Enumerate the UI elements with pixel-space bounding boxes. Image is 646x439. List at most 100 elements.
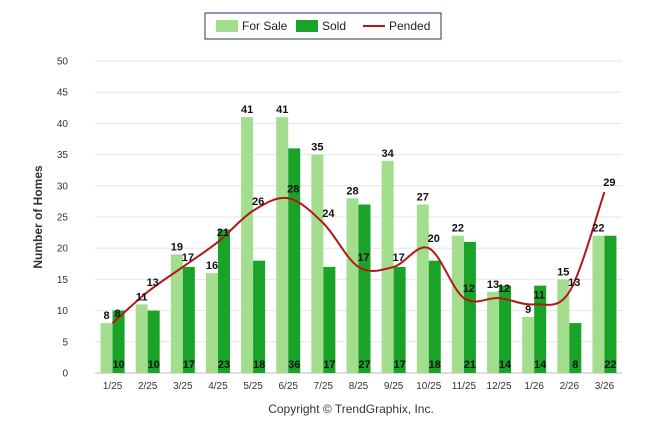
label-for-sale: 35: [311, 142, 323, 154]
legend: For Sale Sold Pended: [204, 12, 442, 40]
y-tick-label: 10: [57, 306, 69, 317]
y-tick-label: 5: [62, 337, 68, 348]
bar-for-sale: [276, 117, 289, 373]
x-tick-label: 2/26: [560, 381, 580, 392]
label-sold: 36: [288, 359, 300, 371]
label-sold: 17: [323, 359, 335, 371]
x-tick-label: 1/25: [103, 381, 123, 392]
x-tick-label: 6/25: [278, 381, 298, 392]
bar-for-sale: [522, 316, 535, 373]
bar-sold: [428, 260, 441, 373]
x-tick-label: 8/25: [349, 381, 369, 392]
y-tick-label: 40: [57, 119, 69, 130]
bar-for-sale: [135, 304, 148, 373]
bar-sold: [323, 266, 336, 373]
bar-sold: [182, 266, 195, 373]
label-sold: 14: [499, 359, 512, 371]
legend-swatch: [296, 20, 318, 32]
bar-sold: [253, 260, 266, 373]
label-sold: 10: [148, 359, 160, 371]
label-for-sale: 27: [417, 192, 429, 204]
bar-for-sale: [170, 254, 183, 373]
label-for-sale: 13: [487, 279, 499, 291]
pended-line: [111, 191, 606, 324]
bar-for-sale: [592, 235, 605, 373]
copyright-credit: Copyright © TrendGraphix, Inc.: [268, 402, 434, 416]
bar-for-sale: [241, 117, 254, 373]
y-tick-label: 25: [57, 213, 69, 224]
label-pended: 12: [463, 283, 475, 295]
label-pended: 26: [252, 196, 264, 208]
label-pended: 13: [568, 277, 580, 289]
label-for-sale: 19: [171, 241, 183, 253]
data-labels: 8108111013191717162321411826413628351724…: [104, 104, 617, 371]
label-sold: 27: [358, 359, 370, 371]
label-sold: 8: [572, 359, 578, 371]
label-for-sale: 11: [136, 291, 148, 303]
bar-sold: [604, 235, 617, 373]
label-for-sale: 41: [276, 104, 288, 116]
x-tick-label: 7/25: [314, 381, 334, 392]
label-sold: 14: [534, 359, 547, 371]
label-for-sale: 22: [452, 223, 464, 235]
bar-for-sale: [346, 198, 359, 373]
bar-for-sale: [100, 323, 113, 373]
x-tick-label: 10/25: [416, 381, 441, 392]
label-pended: 17: [393, 252, 405, 264]
legend-box: [204, 12, 442, 40]
y-tick-label: 0: [62, 369, 68, 380]
bar-sold: [393, 266, 406, 373]
bar-sold: [534, 285, 547, 373]
label-sold: 22: [604, 359, 616, 371]
x-tick-label: 5/25: [243, 381, 263, 392]
bar-for-sale: [205, 273, 218, 373]
label-for-sale: 16: [206, 260, 218, 272]
label-sold: 18: [429, 359, 441, 371]
bar-for-sale: [451, 235, 464, 373]
label-for-sale: 8: [104, 310, 110, 322]
y-tick-label: 50: [57, 57, 69, 68]
bar-for-sale: [381, 160, 394, 373]
label-sold: 17: [394, 359, 406, 371]
bar-sold: [217, 229, 230, 373]
label-sold: 23: [218, 359, 230, 371]
bar-for-sale: [487, 291, 500, 373]
legend-label: For Sale: [242, 19, 288, 33]
label-pended: 20: [428, 233, 440, 245]
label-for-sale: 34: [382, 148, 395, 160]
label-for-sale: 9: [525, 304, 531, 316]
label-sold: 18: [253, 359, 265, 371]
bar-sold: [463, 241, 476, 373]
bars: [100, 117, 617, 373]
axes: 0 5 10 15 20 25 30 35 40 45 50 1/25 2/25 3/25 4/25 5/25…: [57, 57, 615, 393]
bar-sold: [288, 148, 301, 373]
y-axis-title: Number of Homes: [31, 165, 45, 269]
label-pended: 12: [498, 283, 510, 295]
x-tick-label: 4/25: [208, 381, 228, 392]
label-pended: 17: [357, 252, 369, 264]
label-pended: 21: [217, 227, 229, 239]
label-for-sale: 15: [557, 266, 569, 278]
bar-sold: [112, 310, 125, 373]
label-pended: 8: [115, 308, 121, 320]
label-for-sale: 22: [592, 223, 604, 235]
x-tick-label: 11/25: [452, 381, 477, 392]
label-pended: 11: [533, 289, 545, 301]
y-tick-label: 30: [57, 181, 69, 192]
legend-label: Sold: [322, 19, 346, 33]
legend-swatch: [216, 20, 238, 32]
label-for-sale: 41: [241, 104, 253, 116]
label-pended: 29: [603, 177, 615, 189]
bar-sold: [569, 323, 582, 373]
label-pended: 13: [147, 277, 159, 289]
y-tick-label: 15: [57, 275, 69, 286]
bar-sold: [358, 204, 371, 373]
y-tick-label: 35: [57, 150, 69, 161]
bar-sold: [147, 310, 160, 373]
x-tick-label: 9/25: [384, 381, 404, 392]
label-sold: 17: [183, 359, 195, 371]
bar-for-sale: [416, 204, 429, 373]
pended-line-layer: [111, 191, 606, 324]
